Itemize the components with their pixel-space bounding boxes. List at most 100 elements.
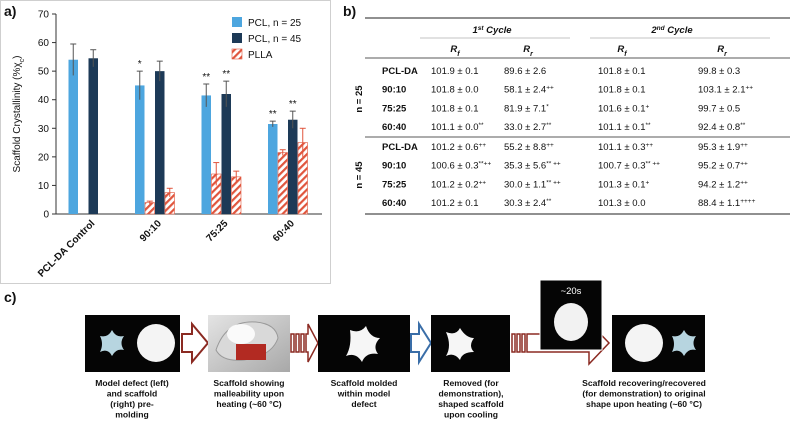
x-tick-label: 90:10: [138, 218, 164, 244]
caption-line: demonstration),: [439, 389, 504, 399]
caption-line: (for demonstration) to original: [582, 389, 705, 399]
table-cell: 101.2 ± 0.6++: [431, 142, 486, 154]
column-main: R: [450, 44, 457, 55]
cell-value: 100.6 ± 0.3: [431, 161, 478, 172]
caption-line: Scaffold molded: [331, 378, 398, 388]
caption-line: defect: [351, 399, 376, 409]
row-label: 75:25: [382, 179, 407, 190]
table-cell: 35.3 ± 5.6** ++: [504, 160, 561, 172]
cell-sup: **: [645, 122, 651, 129]
cell-sup: ++: [740, 160, 748, 167]
cell-value: 101.8 ± 0.1: [431, 103, 478, 114]
caption-line: Scaffold recovering/recovered: [582, 378, 706, 388]
table-cell: 101.2 ± 0.1: [431, 198, 478, 209]
bar: [268, 124, 278, 214]
y-axis-label: Scaffold Crystallinity (%χc): [12, 56, 26, 173]
cell-value: 101.2 ± 0.1: [431, 198, 478, 209]
table-cell: 101.1 ± 0.0**: [431, 122, 484, 134]
cell-value: 58.1 ± 2.4: [504, 85, 546, 96]
cell-value: 101.2 ± 0.6: [431, 142, 478, 153]
defect-model: [672, 330, 696, 356]
cell-value: 101.8 ± 0.0: [431, 85, 478, 96]
cell-sup: ++: [745, 84, 753, 91]
cell-value: 101.1 ± 0.3: [598, 142, 645, 153]
cycle-header: 2nd Cycle: [650, 25, 693, 37]
cell-value: 81.9 ± 7.1: [504, 103, 546, 114]
cell-value: 100.7 ± 0.3: [598, 161, 645, 172]
legend-label: PLLA: [248, 50, 273, 61]
table-cell: 100.6 ± 0.3**++: [431, 160, 491, 172]
cell-sup: **: [478, 122, 484, 129]
significance-label: **: [222, 69, 230, 80]
inset-label: ~20s: [561, 286, 582, 297]
legend-swatch: [232, 33, 242, 43]
row-label: 90:10: [382, 161, 406, 172]
cell-sup: ++: [478, 142, 486, 149]
table-cell: 89.6 ± 2.6: [504, 66, 546, 77]
row-label: 90:10: [382, 85, 406, 96]
y-tick-label: 60: [38, 38, 50, 49]
y-tick-label: 70: [38, 10, 50, 21]
caption-line: Model defect (left): [95, 378, 169, 388]
cell-value: 30.0 ± 1.1: [504, 179, 546, 190]
cell-sup: *: [546, 103, 549, 110]
cell-value: 101.3 ± 0.1: [598, 179, 645, 190]
cell-value: 99.8 ± 0.3: [698, 66, 740, 77]
cell-value: 101.6 ± 0.1: [598, 103, 645, 114]
significance-label: **: [289, 99, 297, 110]
cell-value: 101.3 ± 0.0: [598, 198, 645, 209]
table-cell: 101.1 ± 0.1**: [598, 122, 651, 134]
caption-line: shaped scaffold: [438, 399, 503, 409]
cell-sup: ++: [740, 142, 748, 149]
cell-value: 88.4 ± 1.1: [698, 198, 740, 209]
table-cell: 101.1 ± 0.3++: [598, 142, 653, 154]
cell-sup: ++: [645, 142, 653, 149]
table-cell: 99.8 ± 0.3: [698, 66, 740, 77]
y-tick-label: 40: [38, 95, 50, 106]
scaffold: [554, 303, 588, 341]
y-tick-label: 30: [38, 124, 50, 135]
column-header: Rr: [523, 44, 534, 58]
photo-caption: Scaffold showing malleability upon heating…: [213, 378, 284, 409]
bar: [155, 71, 165, 215]
caption-line: and scaffold: [107, 389, 158, 399]
table-cell: 30.3 ± 2.4**: [504, 198, 552, 210]
cell-value: 94.2 ± 1.2: [698, 179, 740, 190]
cell-value: 101.1 ± 0.0: [431, 122, 478, 133]
caption-line: heating (~60 °C): [216, 399, 281, 409]
cell-value: 101.8 ± 0.1: [598, 85, 645, 96]
arrow: [410, 320, 433, 366]
caption-line: Scaffold showing: [213, 378, 284, 388]
cell-value: 92.4 ± 0.8: [698, 122, 740, 133]
cell-sup: **: [740, 122, 746, 129]
photo-caption: Removed (for demonstration), shaped scaffo…: [438, 378, 503, 420]
cycle-header: 1st Cycle: [472, 25, 512, 37]
column-main: R: [717, 44, 724, 55]
cell-sup: +: [645, 179, 649, 186]
bar: [144, 202, 155, 215]
table-cell: 101.3 ± 0.0: [598, 198, 645, 209]
cell-value: 95.2 ± 0.7: [698, 161, 740, 172]
significance-label: **: [269, 109, 277, 120]
bar: [88, 58, 98, 215]
scaffold: [625, 324, 663, 362]
significance-label: *: [138, 59, 142, 70]
y-axis-label-sub: c: [19, 58, 26, 62]
table-cell: 100.7 ± 0.3** ++: [598, 160, 660, 172]
x-tick-label: 60:40: [271, 218, 297, 244]
table-cell: 95.3 ± 1.9++: [698, 142, 748, 154]
cell-value: 101.1 ± 0.1: [598, 122, 645, 133]
cell-value: 103.1 ± 2.1: [698, 85, 745, 96]
table-cell: 101.3 ± 0.1+: [598, 179, 649, 191]
significance-label: **: [202, 72, 210, 83]
cell-sup: ** ++: [645, 160, 660, 167]
cell-sup: ++: [478, 179, 486, 186]
table-cell: 33.0 ± 2.7**: [504, 122, 552, 134]
y-tick-label: 0: [43, 210, 49, 221]
legend-swatch: [231, 48, 243, 60]
cell-sup: ++: [546, 142, 554, 149]
caption-line: within model: [337, 389, 391, 399]
cell-value: 30.3 ± 2.4: [504, 198, 546, 209]
column-header: Rr: [717, 44, 728, 58]
